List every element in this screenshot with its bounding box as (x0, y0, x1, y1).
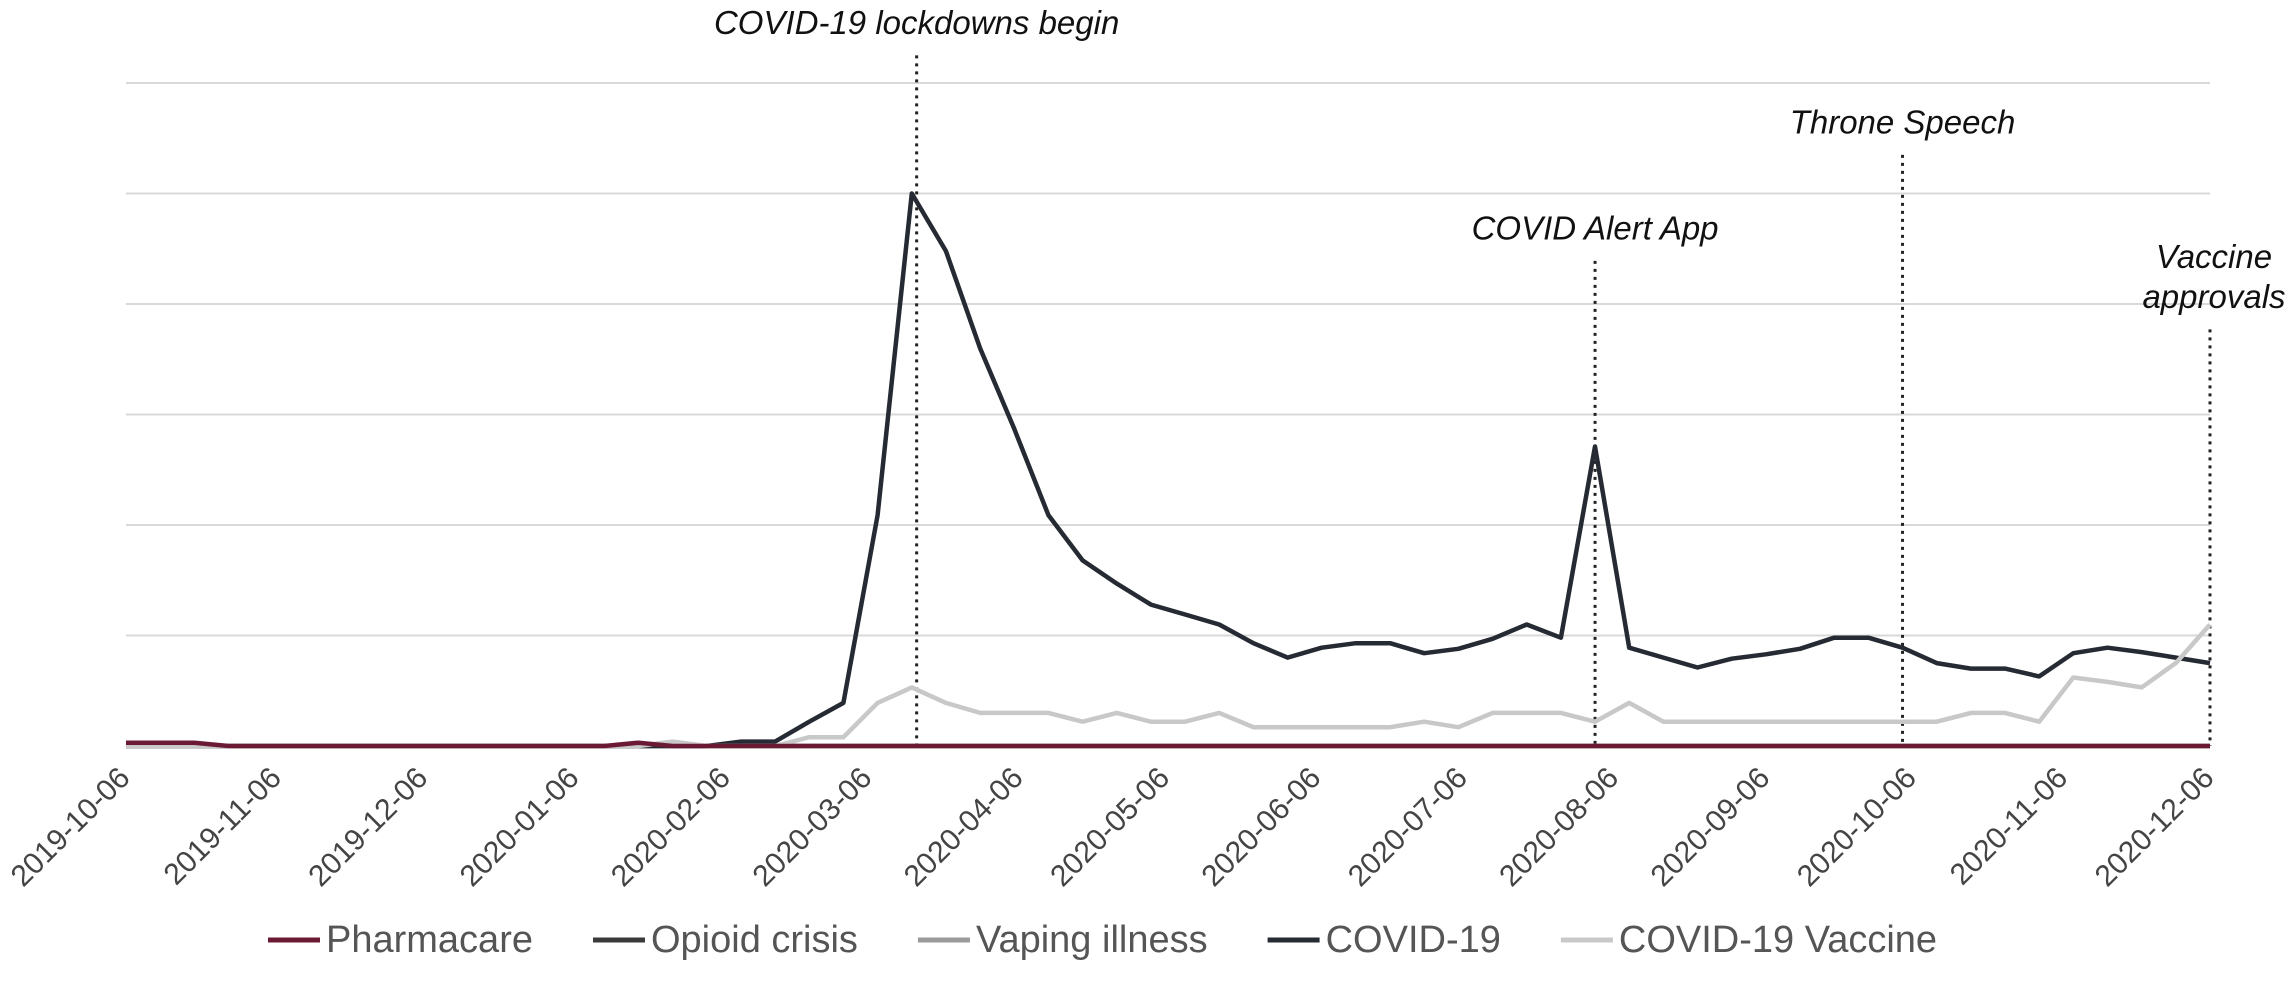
x-tick-label: 2019-10-06 (5, 761, 137, 893)
legend: Pharmacare Opioid crisis Vaping illness COV… (268, 919, 1937, 961)
x-tick-label: 2020-11-06 (1944, 761, 2074, 891)
x-tick-label: 2020-09-06 (1645, 761, 1777, 893)
legend-label: Opioid crisis (651, 919, 858, 961)
series-line (126, 623, 2212, 749)
x-tick-label: 2020-10-06 (1791, 761, 1923, 893)
x-tick-label: 2020-01-06 (454, 761, 586, 893)
x-tick-label: 2019-11-06 (158, 761, 288, 891)
annotation-text: COVID-19 lockdowns begin (714, 4, 1119, 41)
annotation-text: COVID Alert App (1472, 210, 1719, 247)
x-tick-label: 2020-12-06 (2089, 761, 2221, 893)
series-line (126, 740, 2210, 749)
legend-label: COVID-19 Vaccine (1619, 919, 1937, 961)
x-tick-label: 2020-03-06 (747, 761, 879, 893)
x-tick-label: 2020-04-06 (898, 761, 1030, 893)
legend-label: Vaping illness (976, 919, 1208, 961)
x-tick-label: 2020-07-06 (1342, 761, 1474, 893)
x-tick-label: 2020-08-06 (1493, 761, 1625, 893)
legend-label: Pharmacare (326, 919, 533, 961)
x-tick-label: 2020-05-06 (1044, 761, 1176, 893)
annotation-text: Vaccine (2156, 238, 2272, 275)
annotation-text: Throne Speech (1790, 104, 2016, 141)
x-tick-label: 2020-06-06 (1196, 761, 1328, 893)
annotation-text: approvals (2142, 278, 2285, 315)
x-tick-label: 2020-02-06 (605, 761, 737, 893)
x-tick-label: 2019-12-06 (302, 761, 434, 893)
legend-label: COVID-19 (1326, 919, 1501, 961)
series-line (126, 191, 2211, 749)
